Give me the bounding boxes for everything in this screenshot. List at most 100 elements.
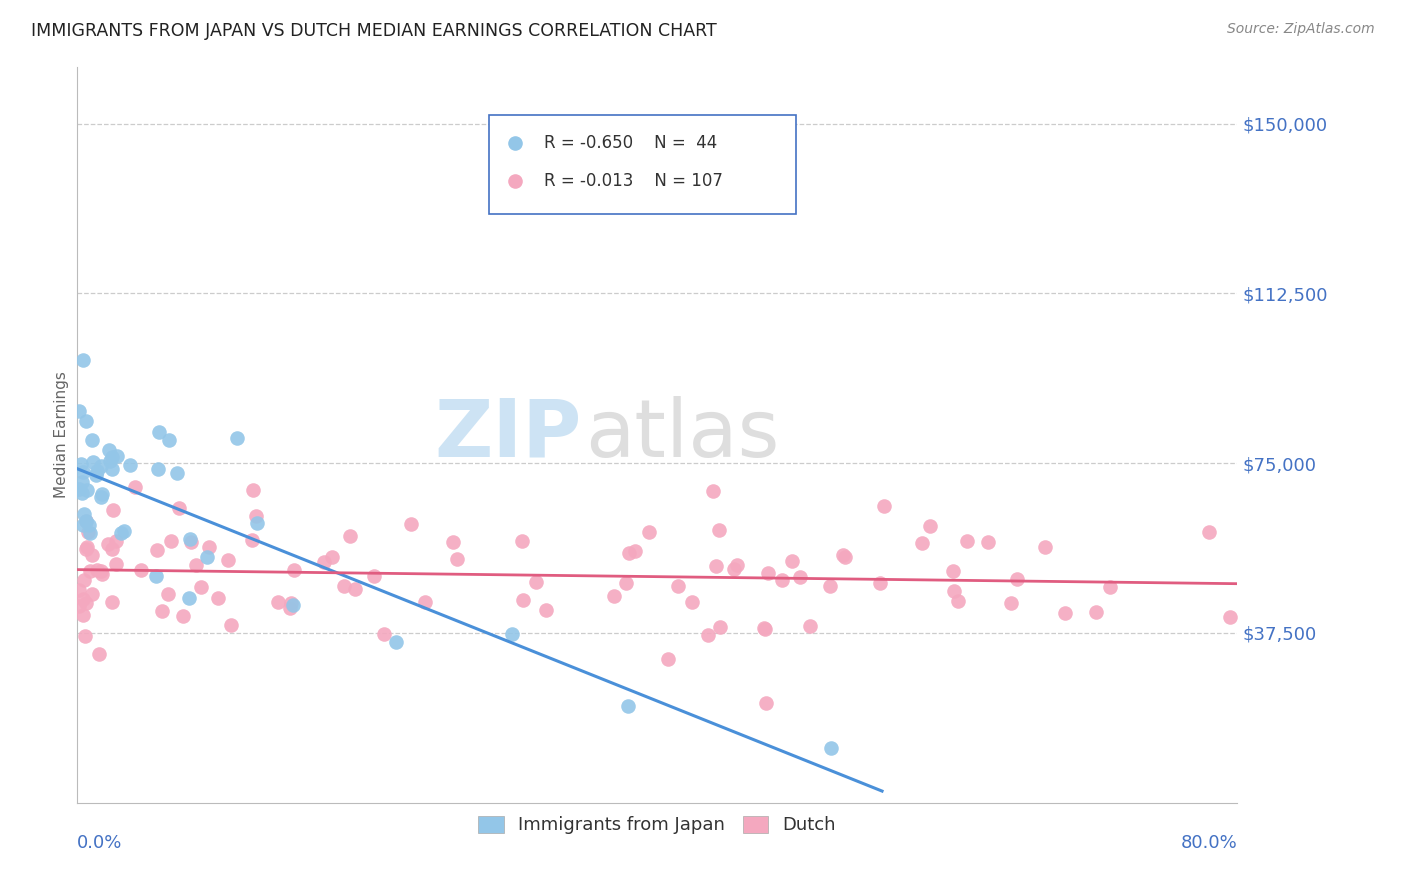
Text: Source: ZipAtlas.com: Source: ZipAtlas.com: [1227, 22, 1375, 37]
Point: [942, 564, 965, 578]
Point: [242, 483, 264, 497]
Point: [1033, 540, 1056, 554]
Point: [623, 544, 645, 558]
Point: [91, 486, 114, 500]
Point: [946, 594, 969, 608]
Point: [873, 499, 896, 513]
Point: [267, 595, 290, 609]
Point: [707, 523, 730, 537]
Point: [510, 534, 533, 549]
Point: [754, 621, 776, 635]
Point: [70, 457, 93, 471]
Legend: Immigrants from Japan, Dutch: Immigrants from Japan, Dutch: [471, 808, 844, 842]
Point: [72, 608, 94, 623]
Point: [834, 550, 856, 565]
Point: [77, 518, 100, 533]
Point: [1251, 549, 1274, 563]
Point: [90, 490, 112, 504]
Point: [245, 509, 267, 524]
Point: [172, 609, 194, 624]
Point: [512, 593, 534, 607]
Point: [75, 596, 97, 610]
Point: [76, 524, 98, 539]
Point: [278, 601, 301, 615]
Point: [72, 465, 94, 479]
Point: [177, 591, 200, 606]
Point: [76, 483, 98, 497]
Point: [869, 575, 891, 590]
Point: [72, 508, 94, 522]
Point: [79, 525, 101, 540]
Point: [373, 627, 395, 641]
Point: [942, 584, 965, 599]
Point: [343, 582, 366, 596]
Point: [105, 534, 128, 549]
Point: [167, 501, 190, 516]
Point: [312, 555, 335, 569]
Point: [101, 595, 124, 609]
Point: [755, 696, 778, 710]
Point: [789, 569, 811, 583]
Point: [75, 514, 97, 528]
Point: [321, 550, 343, 565]
Text: 0.0%: 0.0%: [77, 834, 122, 852]
Point: [283, 563, 305, 577]
Point: [1239, 591, 1261, 605]
Point: [70, 475, 93, 490]
Point: [281, 598, 304, 612]
Point: [89, 647, 111, 661]
FancyBboxPatch shape: [489, 115, 796, 214]
Point: [145, 568, 167, 582]
Point: [363, 569, 385, 583]
Point: [339, 528, 361, 542]
Point: [226, 431, 249, 445]
Point: [725, 558, 748, 572]
Point: [110, 525, 132, 540]
Point: [911, 535, 934, 549]
Point: [112, 524, 135, 538]
Point: [1005, 572, 1028, 586]
Point: [385, 634, 408, 648]
Point: [72, 518, 94, 533]
Point: [603, 589, 626, 603]
Point: [67, 599, 90, 614]
Point: [157, 587, 180, 601]
Point: [150, 604, 173, 618]
Point: [613, 796, 636, 810]
Point: [90, 458, 112, 473]
Point: [82, 455, 104, 469]
Text: R = -0.013    N = 107: R = -0.013 N = 107: [544, 172, 723, 190]
Point: [180, 535, 202, 549]
Point: [80, 587, 103, 601]
Point: [637, 524, 659, 539]
Point: [75, 514, 97, 528]
Point: [72, 352, 94, 367]
Point: [207, 591, 229, 605]
Point: [524, 574, 547, 589]
Point: [681, 595, 703, 609]
Point: [1198, 525, 1220, 540]
Point: [107, 449, 129, 463]
Point: [613, 796, 636, 810]
Point: [709, 619, 731, 633]
Point: [1000, 596, 1022, 610]
Point: [103, 502, 125, 516]
Point: [219, 618, 242, 632]
Text: atlas: atlas: [585, 396, 780, 474]
Point: [246, 516, 269, 530]
Point: [197, 550, 219, 565]
Point: [242, 533, 264, 548]
Point: [80, 433, 103, 447]
Point: [82, 549, 104, 563]
Point: [702, 483, 724, 498]
Point: [956, 533, 979, 548]
Point: [67, 582, 90, 597]
Point: [148, 425, 170, 439]
Point: [98, 443, 121, 458]
Point: [124, 480, 146, 494]
Point: [754, 622, 776, 636]
Point: [441, 535, 464, 549]
Point: [446, 552, 468, 566]
Point: [67, 482, 90, 496]
Point: [98, 454, 121, 468]
